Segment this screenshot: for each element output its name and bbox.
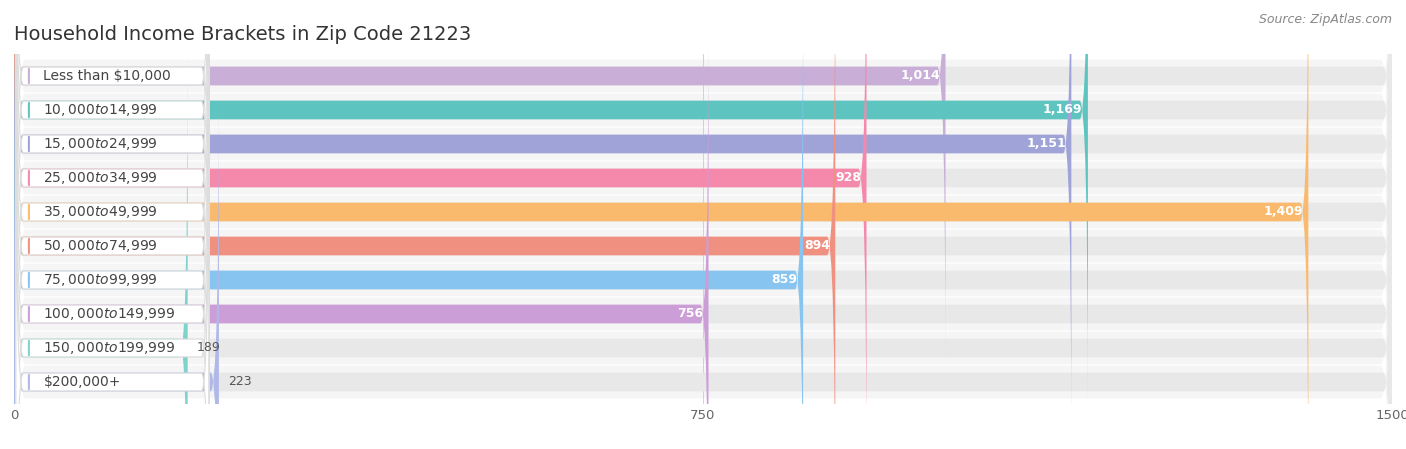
FancyBboxPatch shape — [14, 0, 866, 449]
Text: 189: 189 — [197, 342, 221, 355]
FancyBboxPatch shape — [14, 0, 1309, 449]
FancyBboxPatch shape — [14, 0, 803, 449]
Text: $35,000 to $49,999: $35,000 to $49,999 — [44, 204, 159, 220]
FancyBboxPatch shape — [14, 0, 1392, 449]
FancyBboxPatch shape — [14, 0, 1392, 449]
FancyBboxPatch shape — [14, 85, 219, 449]
FancyBboxPatch shape — [14, 0, 1392, 449]
FancyBboxPatch shape — [15, 51, 209, 449]
FancyBboxPatch shape — [14, 0, 1392, 449]
FancyBboxPatch shape — [14, 0, 1392, 373]
Text: $200,000+: $200,000+ — [44, 375, 121, 389]
FancyBboxPatch shape — [15, 0, 209, 449]
Text: 1,014: 1,014 — [900, 70, 941, 83]
FancyBboxPatch shape — [14, 85, 1392, 449]
FancyBboxPatch shape — [14, 0, 1392, 449]
FancyBboxPatch shape — [15, 85, 209, 449]
Text: $10,000 to $14,999: $10,000 to $14,999 — [44, 102, 159, 118]
FancyBboxPatch shape — [14, 0, 1392, 449]
Text: 1,409: 1,409 — [1263, 206, 1303, 219]
Text: $100,000 to $149,999: $100,000 to $149,999 — [44, 306, 176, 322]
FancyBboxPatch shape — [14, 51, 187, 449]
FancyBboxPatch shape — [14, 0, 1392, 449]
FancyBboxPatch shape — [14, 0, 1071, 440]
FancyBboxPatch shape — [14, 0, 1392, 449]
Text: 1,169: 1,169 — [1043, 103, 1083, 116]
FancyBboxPatch shape — [14, 0, 835, 449]
FancyBboxPatch shape — [15, 119, 209, 449]
FancyBboxPatch shape — [14, 0, 1392, 449]
FancyBboxPatch shape — [15, 0, 209, 339]
Text: 928: 928 — [835, 172, 860, 185]
FancyBboxPatch shape — [15, 0, 209, 373]
Text: Household Income Brackets in Zip Code 21223: Household Income Brackets in Zip Code 21… — [14, 25, 471, 44]
FancyBboxPatch shape — [15, 0, 209, 449]
Text: $15,000 to $24,999: $15,000 to $24,999 — [44, 136, 159, 152]
FancyBboxPatch shape — [15, 0, 209, 407]
Text: $25,000 to $34,999: $25,000 to $34,999 — [44, 170, 159, 186]
Text: $150,000 to $199,999: $150,000 to $199,999 — [44, 340, 176, 356]
Text: $75,000 to $99,999: $75,000 to $99,999 — [44, 272, 159, 288]
Text: 894: 894 — [804, 239, 830, 252]
FancyBboxPatch shape — [14, 18, 709, 449]
Text: 756: 756 — [676, 308, 703, 321]
Text: Less than $10,000: Less than $10,000 — [44, 69, 172, 83]
FancyBboxPatch shape — [14, 18, 1392, 449]
FancyBboxPatch shape — [14, 0, 1392, 449]
FancyBboxPatch shape — [15, 0, 209, 441]
FancyBboxPatch shape — [14, 0, 1392, 449]
Text: 223: 223 — [228, 375, 252, 388]
FancyBboxPatch shape — [14, 0, 1392, 449]
FancyBboxPatch shape — [14, 0, 1392, 449]
FancyBboxPatch shape — [14, 51, 1392, 449]
Text: 859: 859 — [772, 273, 797, 286]
Text: $50,000 to $74,999: $50,000 to $74,999 — [44, 238, 159, 254]
FancyBboxPatch shape — [15, 17, 209, 449]
Text: Source: ZipAtlas.com: Source: ZipAtlas.com — [1258, 13, 1392, 26]
FancyBboxPatch shape — [14, 0, 1392, 440]
FancyBboxPatch shape — [14, 0, 1088, 407]
Text: 1,151: 1,151 — [1026, 137, 1066, 150]
FancyBboxPatch shape — [14, 0, 1392, 449]
FancyBboxPatch shape — [14, 0, 1392, 407]
FancyBboxPatch shape — [14, 0, 945, 373]
